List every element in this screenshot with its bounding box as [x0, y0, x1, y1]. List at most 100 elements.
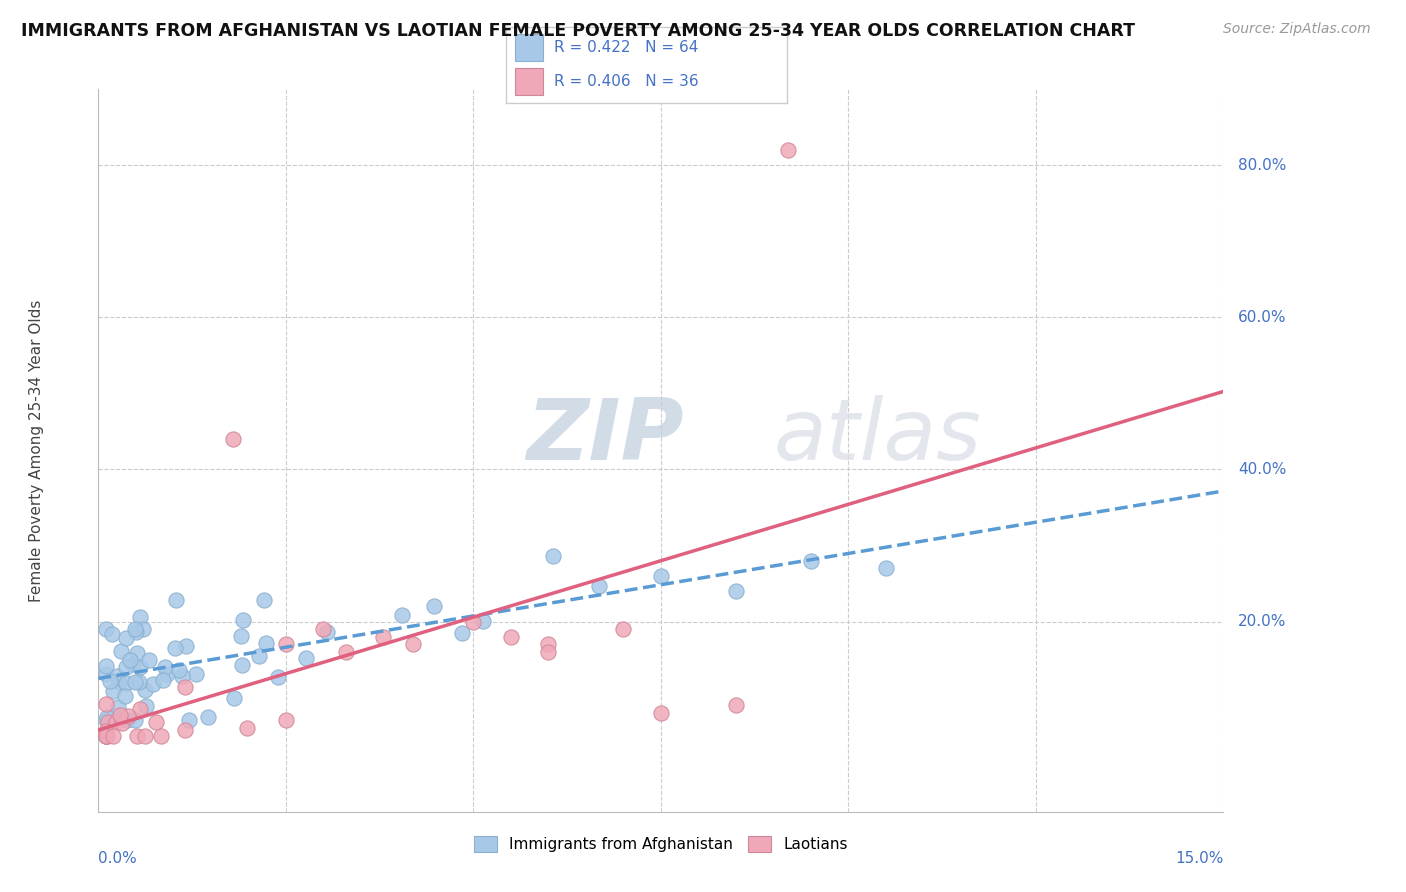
Point	[254, 636, 277, 650]
Point	[94, 729, 117, 743]
Point	[115, 714, 138, 728]
Point	[274, 713, 297, 727]
Point	[101, 684, 124, 698]
Point	[124, 714, 146, 728]
Point	[650, 569, 672, 583]
Point	[335, 645, 357, 659]
Point	[150, 729, 173, 743]
Point	[174, 681, 197, 695]
Point	[127, 646, 149, 660]
Point	[94, 623, 117, 637]
Point	[588, 579, 610, 593]
Point	[235, 721, 257, 735]
Point	[145, 714, 167, 729]
Point	[541, 549, 564, 563]
Point	[152, 673, 174, 687]
Point	[132, 622, 155, 636]
Text: 80.0%: 80.0%	[1239, 158, 1286, 173]
Point	[184, 667, 207, 681]
Point	[153, 660, 176, 674]
Text: IMMIGRANTS FROM AFGHANISTAN VS LAOTIAN FEMALE POVERTY AMONG 25-34 YEAR OLDS CORR: IMMIGRANTS FROM AFGHANISTAN VS LAOTIAN F…	[21, 22, 1135, 40]
Point	[115, 660, 138, 674]
Point	[94, 666, 117, 681]
Text: 40.0%: 40.0%	[1239, 462, 1286, 477]
Point	[98, 673, 121, 688]
Point	[450, 626, 472, 640]
Point	[373, 630, 395, 644]
Point	[111, 715, 134, 730]
Point	[247, 649, 270, 664]
Text: 0.0%: 0.0%	[98, 852, 138, 866]
Point	[222, 432, 245, 446]
Point	[463, 615, 485, 629]
Text: ZIP: ZIP	[526, 394, 683, 477]
Point	[402, 637, 425, 651]
Point	[96, 729, 118, 743]
Point	[101, 729, 124, 743]
Point	[499, 630, 522, 644]
Point	[96, 710, 118, 724]
Point	[179, 714, 201, 728]
Point	[94, 729, 117, 743]
Point	[800, 554, 823, 568]
Text: Source: ZipAtlas.com: Source: ZipAtlas.com	[1223, 22, 1371, 37]
Text: atlas: atlas	[773, 394, 981, 477]
Point	[124, 622, 146, 636]
Point	[94, 729, 117, 743]
Point	[163, 641, 186, 656]
Point	[142, 677, 165, 691]
Legend: Immigrants from Afghanistan, Laotians: Immigrants from Afghanistan, Laotians	[468, 830, 853, 858]
Text: 60.0%: 60.0%	[1239, 310, 1286, 325]
Point	[107, 700, 129, 714]
Point	[267, 670, 290, 684]
Point	[174, 640, 197, 654]
Point	[94, 714, 117, 728]
Point	[128, 674, 150, 689]
Point	[724, 698, 747, 713]
Point	[94, 723, 117, 738]
Bar	[515, 34, 543, 61]
Point	[94, 697, 117, 711]
Point	[174, 723, 197, 737]
Point	[170, 669, 193, 683]
Point	[115, 631, 138, 645]
Point	[104, 715, 127, 730]
Point	[231, 658, 253, 673]
Point	[537, 645, 560, 659]
Point	[101, 627, 124, 641]
Point	[316, 625, 339, 640]
Point	[197, 709, 219, 723]
Point	[114, 676, 136, 690]
Point	[156, 667, 179, 681]
Point	[724, 584, 747, 599]
Point	[103, 709, 125, 723]
Point	[125, 624, 148, 639]
Point	[134, 682, 156, 697]
Point	[229, 629, 252, 643]
Point	[612, 622, 634, 636]
Point	[94, 658, 117, 673]
Text: Female Poverty Among 25-34 Year Olds: Female Poverty Among 25-34 Year Olds	[30, 300, 44, 601]
Point	[124, 674, 146, 689]
Point	[105, 669, 128, 683]
Point	[117, 709, 139, 723]
Point	[274, 637, 297, 651]
Point	[222, 690, 245, 705]
Text: R = 0.422   N = 64: R = 0.422 N = 64	[554, 40, 699, 54]
Point	[110, 644, 132, 658]
Point	[108, 707, 131, 722]
Point	[108, 674, 131, 689]
Point	[134, 729, 156, 743]
Point	[127, 729, 149, 743]
Point	[423, 599, 446, 614]
Text: R = 0.406   N = 36: R = 0.406 N = 36	[554, 74, 699, 89]
Point	[650, 706, 672, 720]
Point	[537, 637, 560, 651]
Bar	[515, 69, 543, 95]
Point	[165, 593, 187, 607]
Point	[232, 613, 254, 627]
Point	[138, 653, 160, 667]
Point	[114, 689, 136, 703]
Point	[169, 663, 191, 677]
Point	[253, 593, 276, 607]
